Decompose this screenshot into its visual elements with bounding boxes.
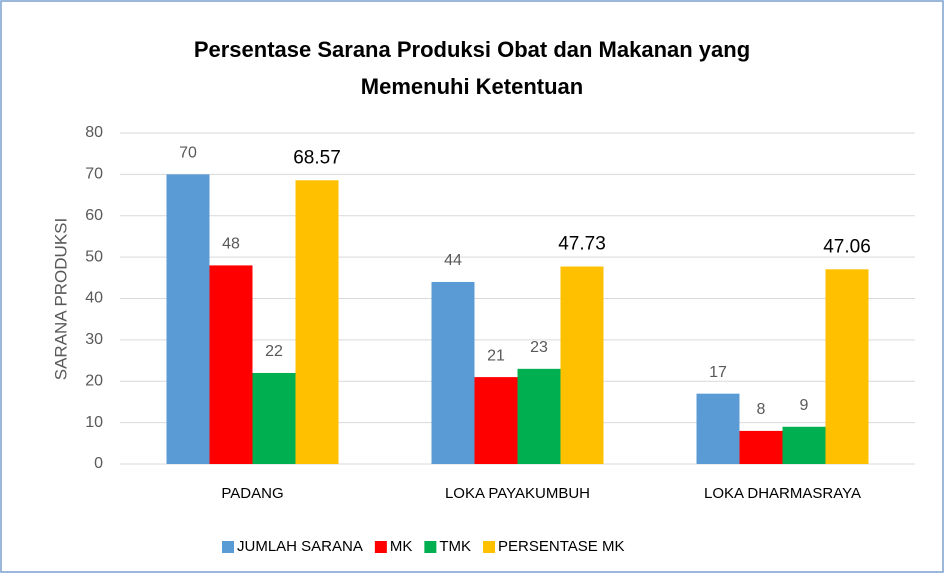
legend-swatch <box>424 541 437 553</box>
legend-swatch <box>483 541 496 553</box>
y-tick-label: 10 <box>85 414 103 431</box>
data-label: 17 <box>709 364 727 381</box>
bar <box>560 266 604 464</box>
legend-label: TMK <box>439 538 471 555</box>
data-label: 22 <box>265 343 283 360</box>
legend-label: JUMLAH SARANA <box>237 538 363 555</box>
x-tick-label: LOKA DHARMASRAYA <box>704 485 861 502</box>
bar <box>782 426 826 464</box>
data-label: 23 <box>530 339 548 356</box>
bar <box>739 430 783 464</box>
chart-title: Persentase Sarana Produksi Obat dan Maka… <box>194 37 750 62</box>
data-label: 48 <box>222 236 240 253</box>
data-label: 21 <box>487 347 505 364</box>
data-label: 47.73 <box>558 234 606 255</box>
bar <box>431 281 475 464</box>
data-label: 44 <box>444 252 462 269</box>
y-axis-title: SARANA PRODUKSI <box>51 218 70 381</box>
x-tick-label: LOKA PAYAKUMBUH <box>445 485 590 502</box>
y-tick-label: 40 <box>85 290 103 307</box>
legend-swatch <box>222 541 234 553</box>
bar <box>825 269 869 464</box>
y-tick-label: 30 <box>85 331 103 348</box>
data-label: 68.57 <box>293 147 341 168</box>
y-tick-label: 20 <box>85 372 103 389</box>
data-label: 47.06 <box>823 236 871 257</box>
legend-swatch <box>374 541 387 553</box>
bar <box>696 393 740 464</box>
data-label: 8 <box>757 401 766 418</box>
legend-label: MK <box>390 538 413 555</box>
data-label: 70 <box>179 145 197 162</box>
y-tick-label: 60 <box>85 207 103 224</box>
legend-label: PERSENTASE MK <box>498 538 624 555</box>
bar <box>517 368 561 464</box>
data-label: 9 <box>800 397 809 414</box>
bar <box>166 174 210 464</box>
y-tick-label: 70 <box>85 166 103 183</box>
bar <box>474 377 518 464</box>
bar <box>295 180 339 464</box>
bar <box>252 372 296 464</box>
bar <box>209 265 253 464</box>
y-tick-label: 50 <box>85 248 103 265</box>
chart-title: Memenuhi Ketentuan <box>361 74 583 99</box>
x-tick-label: PADANG <box>221 485 283 502</box>
y-tick-label: 80 <box>85 124 103 141</box>
y-tick-label: 0 <box>94 455 103 472</box>
